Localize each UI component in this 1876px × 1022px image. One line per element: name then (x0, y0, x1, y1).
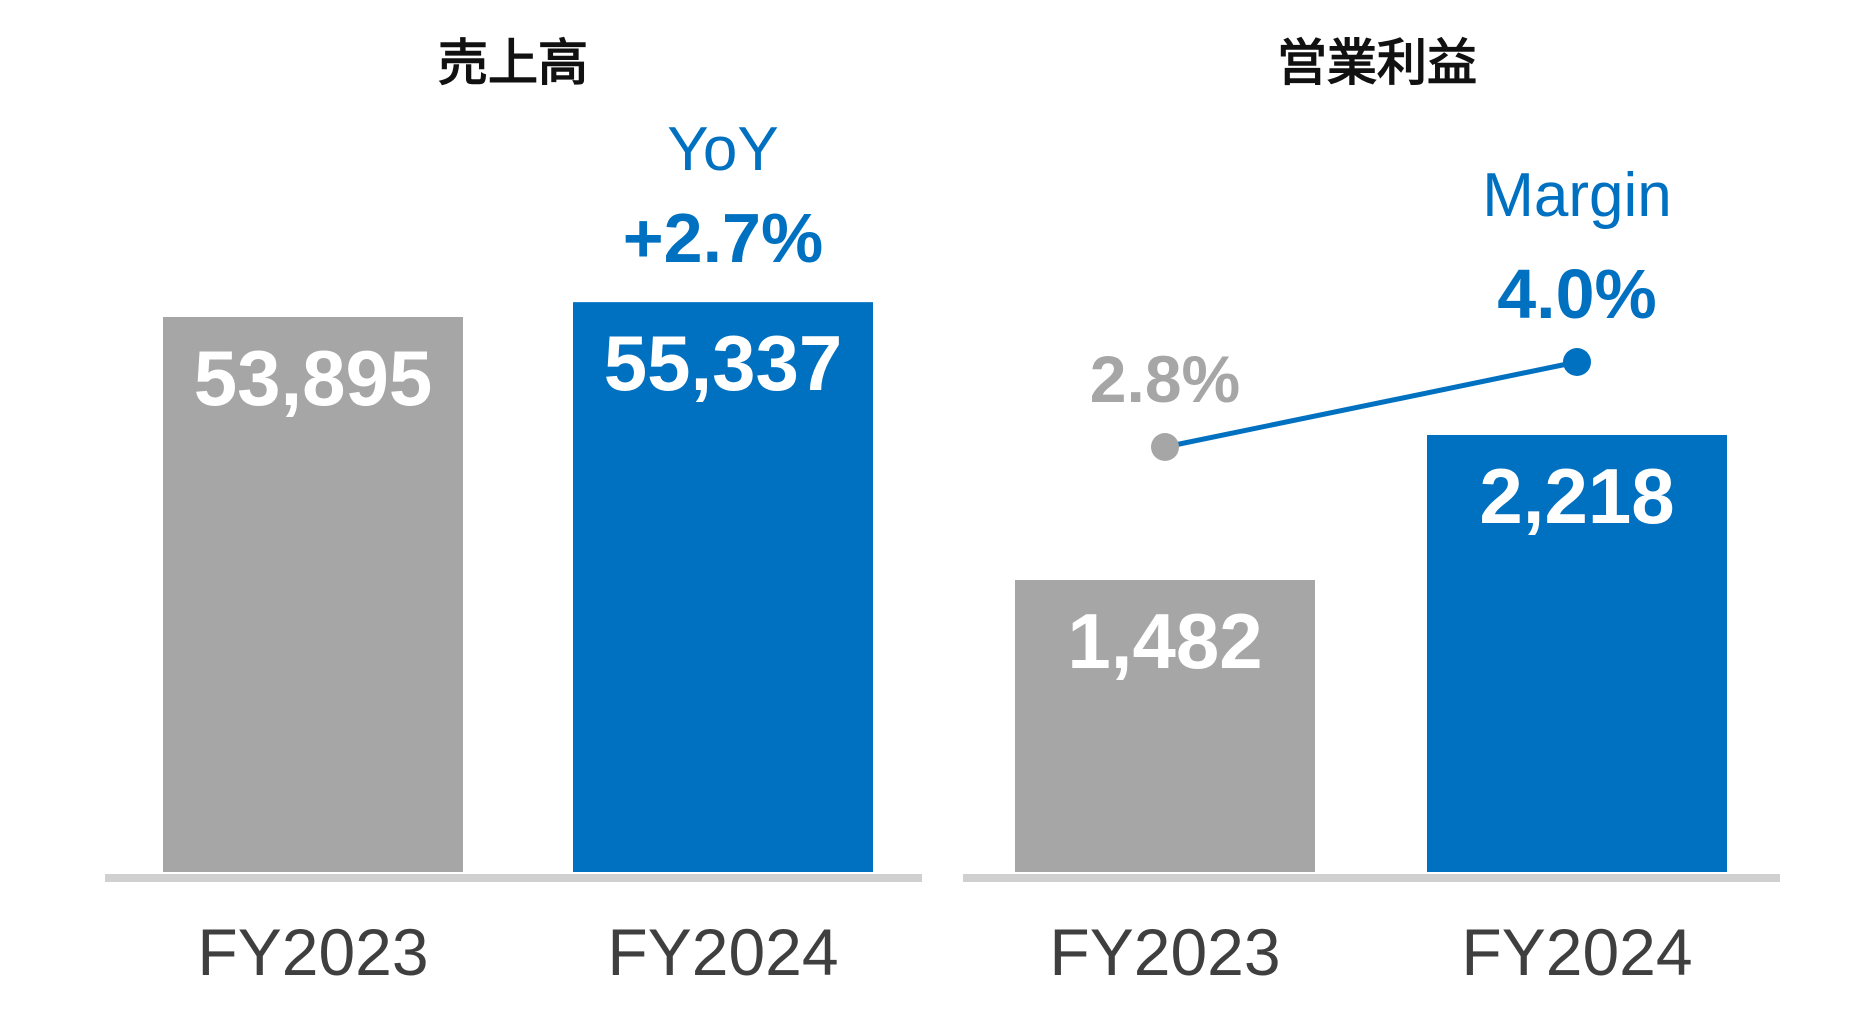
category-label-sales-fy2024: FY2024 (607, 915, 838, 989)
annotation-label-sales: YoY (667, 115, 779, 184)
margin-line (1164, 359, 1578, 450)
category-label-sales-fy2023: FY2023 (197, 915, 428, 989)
bar-value-label-op-profit-fy2023: 1,482 (1067, 597, 1262, 685)
bar-sales-fy2023 (163, 317, 463, 872)
margin-point-fy2024 (1563, 348, 1591, 376)
category-label-op-profit-fy2024: FY2024 (1461, 915, 1692, 989)
category-label-op-profit-fy2023: FY2023 (1049, 915, 1280, 989)
annotation-label-op-profit: Margin (1482, 161, 1672, 230)
bar-op-profit-fy2023 (1015, 580, 1315, 872)
annotation-value-op-profit: 4.0% (1497, 255, 1657, 333)
bar-value-label-sales-fy2024: 55,337 (604, 319, 843, 407)
margin-value-label-fy2023: 2.8% (1090, 342, 1240, 416)
annotation-value-sales: +2.7% (623, 199, 823, 277)
chart-title-sales: 売上高 (438, 34, 588, 92)
bar-value-label-sales-fy2023: 53,895 (194, 334, 433, 422)
bar-op-profit-fy2024 (1427, 434, 1727, 872)
bar-value-label-op-profit-fy2024: 2,218 (1479, 452, 1674, 540)
bar-sales-fy2024 (573, 302, 873, 872)
chart-title-op-profit: 営業利益 (1277, 34, 1477, 92)
margin-point-fy2023 (1151, 433, 1179, 461)
